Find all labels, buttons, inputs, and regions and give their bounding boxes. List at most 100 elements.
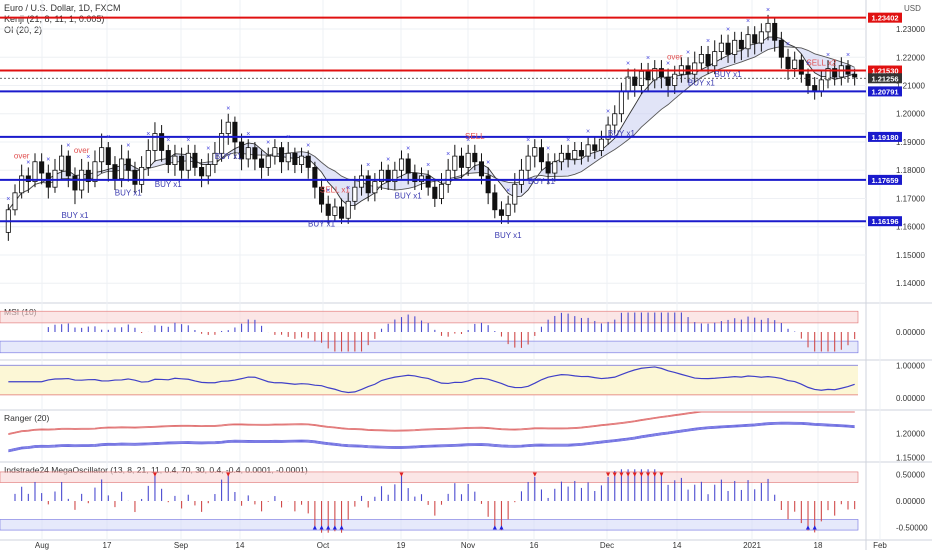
candle xyxy=(772,22,778,41)
candle xyxy=(398,158,405,171)
candle xyxy=(172,155,178,165)
x-tick-label: Dec xyxy=(600,541,614,550)
buy-triangle-icon: ▲ xyxy=(491,524,498,531)
candle xyxy=(99,147,105,163)
candle xyxy=(199,167,205,177)
signal-marker: × xyxy=(806,61,810,68)
level-badge xyxy=(868,174,902,185)
candle xyxy=(832,68,838,78)
signal-label: BUY x1 xyxy=(688,78,716,87)
signal-marker: × xyxy=(846,52,850,59)
candle xyxy=(758,31,764,44)
signal-marker: × xyxy=(86,154,90,161)
level-badge xyxy=(868,73,902,84)
candle xyxy=(458,155,465,168)
signal-label: SELL xyxy=(465,132,485,141)
candle xyxy=(512,183,518,205)
candle xyxy=(119,158,125,180)
signal-marker: × xyxy=(366,162,370,169)
candle xyxy=(812,85,818,92)
signal-marker: × xyxy=(126,142,130,149)
level-label: 1.21256 xyxy=(871,74,898,83)
candle xyxy=(372,181,378,194)
buy-triangle-icon: ▲ xyxy=(318,524,325,531)
signal-marker: × xyxy=(26,159,30,166)
candle xyxy=(412,172,418,182)
x-tick-label: 14 xyxy=(673,541,682,550)
signal-marker: × xyxy=(486,159,490,166)
candle xyxy=(785,56,791,69)
y-tick-label: 1.19000 xyxy=(896,138,925,147)
level-label: 1.21530 xyxy=(871,67,898,76)
y-tick-label: 1.23000 xyxy=(896,25,925,34)
candle xyxy=(345,200,351,219)
buy-triangle-icon: ▲ xyxy=(331,524,338,531)
candle xyxy=(605,124,611,140)
y-tick-label: 1.22000 xyxy=(896,53,925,62)
y-tick-label: 1.14000 xyxy=(896,279,925,288)
candle xyxy=(612,113,618,126)
sell-triangle-icon: ▼ xyxy=(631,472,638,479)
y-tick-label: 1.15000 xyxy=(896,454,925,463)
candle xyxy=(798,59,804,75)
x-tick-label: 16 xyxy=(530,541,539,550)
signal-marker: × xyxy=(266,140,270,147)
y-tick-label: 1.00000 xyxy=(896,361,925,370)
signal-label: BUY x1 xyxy=(495,231,523,240)
candle xyxy=(39,161,45,174)
tdi-line xyxy=(8,366,855,394)
candle xyxy=(352,186,358,202)
candle xyxy=(179,155,185,171)
candle xyxy=(339,206,345,219)
signal-label: over xyxy=(667,53,683,62)
candle xyxy=(778,39,784,58)
x-tick-label: 17 xyxy=(103,541,112,550)
y-tick-label: 0.00000 xyxy=(896,497,925,506)
signal-marker: × xyxy=(6,196,10,203)
candle xyxy=(478,161,485,177)
oi-indicator-label[interactable]: OI (20, 2) xyxy=(4,25,43,35)
signal-marker: × xyxy=(46,157,50,164)
candle xyxy=(592,144,598,151)
candle xyxy=(725,42,731,55)
signal-label: SELL x2 xyxy=(806,58,836,67)
candle xyxy=(492,192,498,211)
signal-marker: × xyxy=(506,188,510,195)
sell-triangle-icon: ▼ xyxy=(658,472,665,479)
signal-marker: × xyxy=(246,131,250,138)
x-tick-label: 18 xyxy=(814,541,823,550)
candle xyxy=(498,209,505,216)
candle xyxy=(145,150,151,168)
candle xyxy=(425,175,431,188)
candle xyxy=(418,175,425,182)
candle xyxy=(578,150,584,157)
buy-triangle-icon: ▲ xyxy=(311,524,318,531)
candle xyxy=(125,158,131,171)
x-tick-label: Feb xyxy=(873,541,887,550)
y-tick-label: 0.00000 xyxy=(896,328,925,337)
candle xyxy=(152,133,158,151)
candle xyxy=(225,121,231,134)
candle xyxy=(665,76,671,86)
buy-triangle-icon: ▲ xyxy=(325,524,332,531)
sell-triangle-icon: ▼ xyxy=(638,472,645,479)
kenji-indicator-label[interactable]: Kenji (21, 8, 11, 1, 0.005) xyxy=(4,14,105,24)
candle xyxy=(852,73,858,78)
candle xyxy=(552,161,558,174)
signal-marker: × xyxy=(406,145,410,152)
signal-marker: × xyxy=(526,137,530,144)
candle xyxy=(445,169,451,185)
sell-triangle-icon: ▼ xyxy=(225,472,232,479)
level-badge xyxy=(868,12,902,23)
candle xyxy=(718,42,724,53)
signal-marker: × xyxy=(326,188,330,195)
y-tick-label: 1.20000 xyxy=(896,110,925,119)
candle xyxy=(658,68,664,78)
signal-marker: × xyxy=(666,61,670,68)
y-tick-label: 0.50000 xyxy=(896,471,925,480)
ranger-band-line xyxy=(8,411,855,435)
candle xyxy=(319,186,325,205)
level-label: 1.16196 xyxy=(871,217,898,226)
candle xyxy=(252,147,258,160)
